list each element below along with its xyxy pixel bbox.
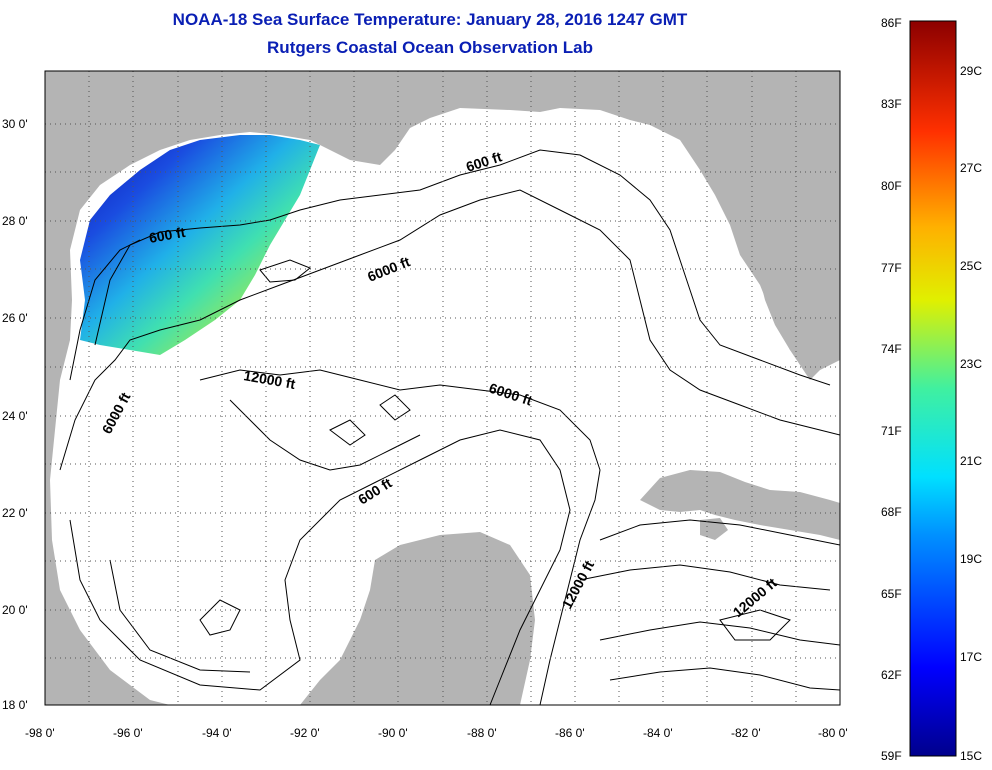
lon-tick: -94 0'	[202, 726, 232, 740]
map-title: NOAA-18 Sea Surface Temperature: January…	[172, 10, 688, 29]
c-label: 23C	[960, 357, 982, 371]
lat-tick: 18 0'	[2, 698, 28, 712]
map-frame	[44, 70, 841, 706]
lat-tick: 22 0'	[2, 506, 28, 520]
sst-swath	[80, 135, 320, 355]
c-label: 25C	[960, 259, 982, 273]
c-label: 15C	[960, 749, 982, 763]
lon-tick: -96 0'	[113, 726, 143, 740]
lon-tick: -92 0'	[290, 726, 320, 740]
f-label: 86F	[881, 16, 902, 30]
contour-label: 600 ft	[148, 224, 187, 246]
f-label: 83F	[881, 97, 902, 111]
lat-tick: 24 0'	[2, 409, 28, 423]
f-label: 65F	[881, 587, 902, 601]
f-label: 68F	[881, 505, 902, 519]
c-label: 29C	[960, 64, 982, 78]
lon-tick: -88 0'	[467, 726, 497, 740]
map-subtitle: Rutgers Coastal Ocean Observation Lab	[267, 38, 593, 57]
f-label: 71F	[881, 424, 902, 438]
f-label: 74F	[881, 342, 902, 356]
lon-tick: -80 0'	[818, 726, 848, 740]
c-label: 17C	[960, 650, 982, 664]
depth-contours	[59, 149, 840, 705]
land-yucatan	[300, 532, 535, 705]
lon-tick: -86 0'	[555, 726, 585, 740]
lat-axis: 18 0' 20 0' 22 0' 24 0' 26 0' 28 0' 30 0…	[2, 117, 28, 712]
c-label: 21C	[960, 454, 982, 468]
f-label: 77F	[881, 261, 902, 275]
colorbar-f-labels: 86F 83F 80F 77F 74F 71F 68F 65F 62F 59F	[881, 16, 902, 763]
lat-tick: 26 0'	[2, 311, 28, 325]
colorbar-gradient	[909, 20, 957, 757]
lon-tick: -82 0'	[731, 726, 761, 740]
f-label: 59F	[881, 749, 902, 763]
lat-tick: 20 0'	[2, 603, 28, 617]
c-label: 27C	[960, 161, 982, 175]
land-cuba	[640, 470, 840, 540]
lat-tick: 30 0'	[2, 117, 28, 131]
lon-axis: -98 0' -96 0' -94 0' -92 0' -90 0' -88 0…	[25, 726, 848, 740]
f-label: 80F	[881, 179, 902, 193]
c-label: 19C	[960, 552, 982, 566]
f-label: 62F	[881, 668, 902, 682]
graticule	[45, 71, 840, 705]
lon-tick: -84 0'	[643, 726, 673, 740]
lat-tick: 28 0'	[2, 214, 28, 228]
lon-tick: -90 0'	[378, 726, 408, 740]
colorbar-c-labels: 29C 27C 25C 23C 21C 19C 17C 15C	[960, 64, 982, 763]
lon-tick: -98 0'	[25, 726, 55, 740]
